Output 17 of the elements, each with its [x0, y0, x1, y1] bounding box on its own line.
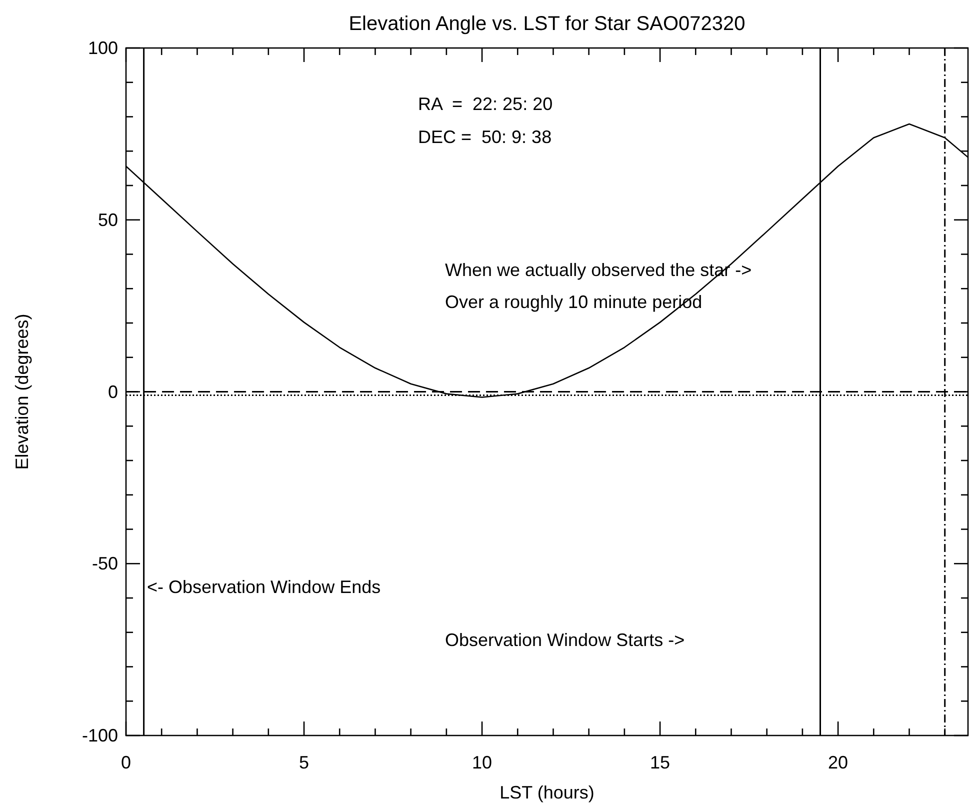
y-tick-label: 100	[88, 38, 118, 58]
y-tick-label: 0	[108, 382, 118, 402]
x-tick-label: 5	[299, 752, 310, 772]
y-tick-label: 50	[98, 210, 118, 230]
annotation: DEC = 50: 9: 38	[418, 127, 552, 147]
x-tick-label: 0	[120, 752, 132, 772]
y-tick-label: -50	[92, 554, 118, 574]
chart-title: Elevation Angle vs. LST for Star SAO072320	[348, 13, 746, 35]
y-axis-title: Elevation (degrees)	[12, 314, 32, 470]
annotation: RA = 22: 25: 20	[418, 94, 553, 114]
annotation: Observation Window Starts ->	[445, 630, 685, 650]
x-axis-title: LST (hours)	[500, 782, 594, 802]
x-tick-label: 20	[828, 752, 848, 772]
annotation: <- Observation Window Ends	[147, 577, 381, 597]
x-tick-label: 15	[650, 752, 670, 772]
x-tick-label: 10	[472, 752, 492, 772]
y-tick-label: -100	[82, 726, 118, 746]
